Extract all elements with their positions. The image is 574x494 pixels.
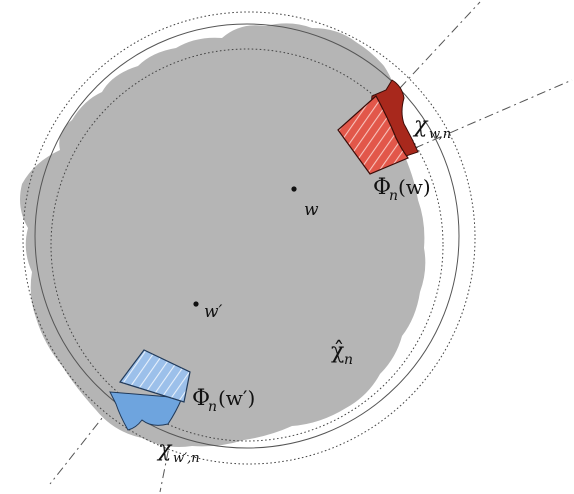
outer-dotted-circle: [22, 11, 476, 465]
label-hat-chi-symbol: χ̂: [331, 339, 344, 364]
region-blob: [20, 23, 426, 448]
label-phi-w-symbol: Φ: [373, 175, 391, 200]
label-hat-chi-subscript: n: [344, 352, 353, 368]
label-phi-n-w: Φ n (w): [373, 175, 431, 204]
label-chi-w-n: χ w,n: [412, 113, 451, 142]
label-chi-w-prime-n: χ w′,n: [156, 437, 200, 466]
point-w: [291, 186, 297, 192]
label-w-prime: w′: [204, 302, 223, 322]
point-w-prime: [193, 301, 199, 307]
label-phi-wp-subscript: n: [208, 399, 217, 415]
label-chi-w-subscript: w,n: [429, 127, 451, 142]
label-w: w: [304, 200, 319, 220]
label-chi-wp-symbol: χ: [156, 437, 173, 462]
blue-phi-wp-piece: [119, 349, 191, 403]
middle-solid-circle: [34, 23, 460, 449]
label-phi-w-subscript: n: [389, 188, 398, 204]
label-hat-chi-n: χ̂ n: [331, 339, 353, 368]
label-phi-n-w-prime: Φ n (w′): [192, 386, 255, 415]
red-phi-w-piece: [337, 95, 409, 175]
ray-upper-right-1: [399, 1, 481, 89]
label-phi-wp-argument: (w′): [218, 386, 255, 410]
inner-dotted-circle: [50, 48, 444, 442]
label-chi-w-symbol: χ: [412, 113, 429, 138]
ray-lower-left-1: [49, 407, 111, 485]
blue-chi-wp-piece: [109, 391, 183, 431]
label-phi-w-argument: (w): [398, 175, 431, 199]
label-phi-wp-symbol: Φ: [192, 386, 210, 411]
label-chi-wp-subscript: w′,n: [173, 451, 200, 466]
